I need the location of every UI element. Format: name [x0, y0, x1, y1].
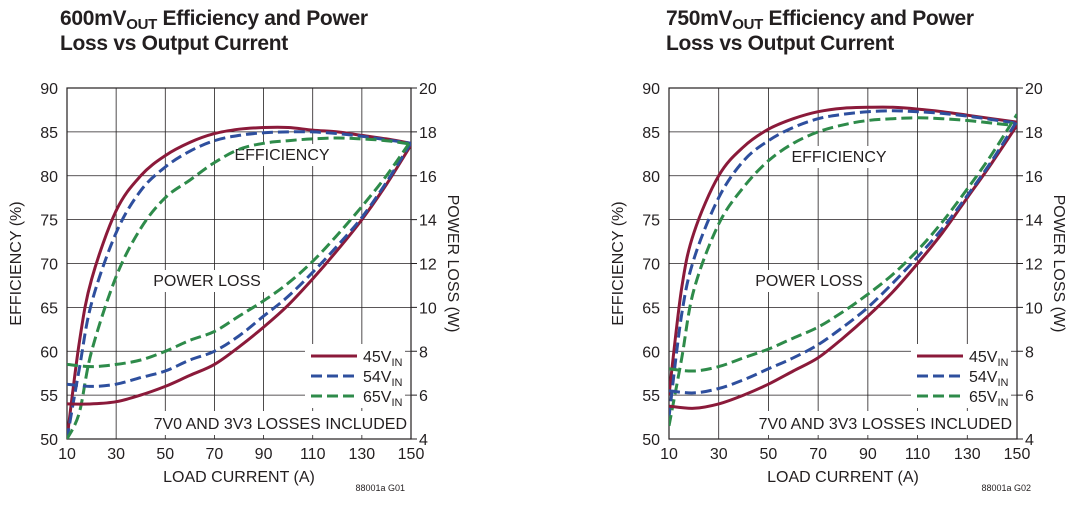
y-tick-label: 70 [642, 257, 660, 274]
x-tick-label: 70 [809, 446, 827, 463]
x-tick-label: 90 [255, 446, 273, 463]
y2-axis-label: POWER LOSS (W) [444, 195, 461, 333]
y2-tick-label: 12 [1025, 257, 1043, 274]
figure-code: 88001a G02 [981, 483, 1031, 493]
chart-panel-2: 750mVOUT Efficiency and Power Loss vs Ou… [537, 0, 1074, 505]
series-45v-power-loss [67, 144, 411, 406]
x-tick-label: 150 [1004, 446, 1031, 463]
y-tick-label: 80 [642, 169, 660, 186]
y2-tick-label: 8 [1025, 344, 1034, 361]
series-group [669, 105, 1017, 427]
legend-label-65v: 65VIN [969, 389, 1009, 409]
x-axis-label: LOAD CURRENT (A) [767, 469, 919, 486]
annotation-losses-included: 7V0 AND 3V3 LOSSES INCLUDED [154, 416, 407, 433]
series-65v-efficiency [67, 136, 411, 439]
y-tick-label: 60 [40, 344, 58, 361]
x-tick-label: 70 [206, 446, 224, 463]
legend-label-65v: 65VIN [363, 389, 403, 409]
legend-label-45v: 45VIN [363, 349, 403, 369]
series-45v-power-loss [669, 124, 1017, 410]
legend-label-54v: 54VIN [969, 369, 1009, 389]
y2-tick-label: 18 [1025, 125, 1043, 142]
y-tick-label: 90 [642, 81, 660, 98]
y2-tick-label: 18 [419, 125, 437, 142]
annotation-efficiency: EFFICIENCY [234, 147, 329, 164]
series-group [67, 125, 411, 439]
y2-tick-label: 16 [1025, 169, 1043, 186]
y-tick-label: 85 [642, 125, 660, 142]
figure-code: 88001a G01 [355, 483, 405, 493]
y2-tick-label: 20 [1025, 81, 1043, 98]
y-axis-label: EFFICIENCY (%) [8, 201, 25, 325]
x-tick-label: 150 [398, 446, 425, 463]
x-tick-label: 110 [300, 446, 326, 463]
y2-tick-label: 14 [419, 213, 437, 230]
chart-panel-1: 600mVOUT Efficiency and Power Loss vs Ou… [8, 7, 461, 493]
series-54v-power-loss [669, 120, 1017, 395]
y-tick-label: 75 [40, 213, 58, 230]
series-45v-efficiency [669, 105, 1017, 396]
y2-tick-label: 14 [1025, 213, 1043, 230]
y2-tick-label: 10 [419, 300, 437, 317]
y2-tick-label: 12 [419, 257, 437, 274]
y-axis-label: EFFICIENCY (%) [610, 201, 627, 325]
y2-tick-label: 4 [419, 432, 428, 449]
annotation-power-loss: POWER LOSS [755, 273, 863, 290]
efficiency-power-loss-chart-2: 50 55 60 65 70 75 80 85 90 4 6 8 10 12 14 16 18 20 10 30 50 7… [610, 81, 1067, 493]
y2-tick-label: 16 [419, 169, 437, 186]
legend-label-45v: 45VIN [969, 349, 1009, 369]
y2-axis-label: POWER LOSS (W) [1050, 195, 1067, 333]
y-tick-label: 65 [40, 300, 58, 317]
y-tick-label: 75 [642, 213, 660, 230]
y-tick-label: 90 [40, 81, 58, 98]
y-tick-label: 65 [642, 300, 660, 317]
series-65v-power-loss [67, 139, 411, 369]
y2-tick-label: 10 [1025, 300, 1043, 317]
chart-title-1: 600mVOUT Efficiency and Power Loss vs Ou… [60, 7, 368, 55]
x-tick-label: 50 [156, 446, 174, 463]
x-tick-label: 30 [710, 446, 728, 463]
series-65v-efficiency [669, 116, 1017, 427]
annotation-power-loss: POWER LOSS [153, 273, 261, 290]
y-tick-label: 70 [40, 257, 58, 274]
y-tick-label: 60 [642, 344, 660, 361]
y-tick-label: 55 [40, 388, 58, 405]
chart-title-2: 750mVOUT Efficiency and Power Loss vs Ou… [666, 7, 974, 55]
y-tick-label: 50 [40, 432, 58, 449]
x-tick-label: 30 [107, 446, 125, 463]
x-tick-label: 90 [859, 446, 877, 463]
legend-label-54v: 54VIN [363, 369, 403, 389]
y2-tick-label: 6 [419, 388, 428, 405]
y-tick-label: 85 [40, 125, 58, 142]
series-65v-power-loss [669, 113, 1017, 373]
series-54v-efficiency [67, 130, 411, 439]
y2-tick-label: 6 [1025, 388, 1034, 405]
y2-tick-label: 20 [419, 81, 437, 98]
efficiency-power-loss-chart-1: 50 55 60 65 70 75 80 85 90 4 6 8 10 12 14 16 18 20 10 30 50 7… [8, 81, 461, 493]
x-tick-label: 110 [905, 446, 931, 463]
y-tick-label: 55 [642, 388, 660, 405]
x-tick-label: 130 [954, 446, 981, 463]
annotation-efficiency: EFFICIENCY [791, 149, 886, 166]
series-54v-power-loss [67, 142, 411, 388]
y-tick-label: 50 [642, 432, 660, 449]
x-tick-label: 50 [760, 446, 778, 463]
y-tick-label: 80 [40, 169, 58, 186]
x-tick-label: 10 [660, 446, 678, 463]
grid [669, 88, 1017, 439]
x-axis-label: LOAD CURRENT (A) [163, 469, 315, 486]
annotation-losses-included: 7V0 AND 3V3 LOSSES INCLUDED [759, 416, 1012, 433]
x-tick-label: 10 [58, 446, 76, 463]
y2-tick-label: 8 [419, 344, 428, 361]
y2-tick-label: 4 [1025, 432, 1034, 449]
x-tick-label: 130 [349, 446, 376, 463]
